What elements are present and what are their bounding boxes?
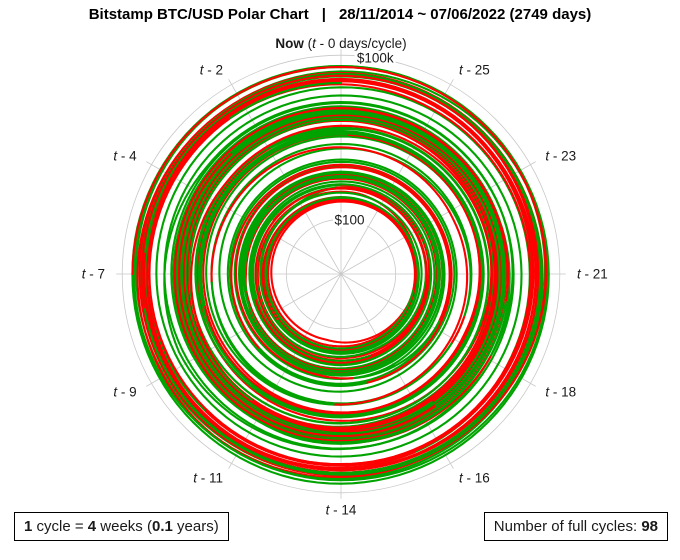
cycle-count-box: Number of full cycles: 98 xyxy=(483,512,668,541)
cycle-legend-1: 1 xyxy=(24,518,33,535)
theta-label: t - 9 xyxy=(113,384,137,400)
theta-label: t - 25 xyxy=(459,62,490,78)
cycle-count-label: Number of full cycles: xyxy=(493,518,642,535)
radial-tick-label: $100 xyxy=(332,212,367,228)
theta-label: t - 4 xyxy=(113,148,137,164)
now-label-t: t xyxy=(312,36,316,51)
theta-label: t - 7 xyxy=(81,266,105,282)
now-label-bold: Now xyxy=(275,36,304,51)
cycle-legend-3: 4 xyxy=(87,518,97,535)
now-label-post: - 0 days/cycle) xyxy=(315,36,407,51)
theta-label: t - 23 xyxy=(545,148,577,164)
radial-tick-label: $100k xyxy=(354,50,396,66)
cycle-legend-6: years) xyxy=(172,518,219,535)
theta-label: t - 14 xyxy=(325,502,357,518)
now-label-pre: ( xyxy=(303,36,313,51)
cycle-legend-5: 0.1 xyxy=(151,518,173,535)
cycle-count-value: 98 xyxy=(641,518,658,535)
cycle-legend-box: 1 cycle = 4 weeks (0.1 years) xyxy=(14,512,229,541)
now-label: Now (t - 0 days/cycle) xyxy=(1,36,680,51)
theta-label: t - 21 xyxy=(577,266,608,282)
cycle-legend-4: weeks ( xyxy=(96,518,152,535)
cycle-legend-2: cycle = xyxy=(32,518,88,535)
theta-label: t - 16 xyxy=(459,470,490,486)
theta-label: t - 2 xyxy=(199,62,223,78)
theta-label: t - 18 xyxy=(545,384,577,400)
theta-label: t - 11 xyxy=(193,470,223,486)
